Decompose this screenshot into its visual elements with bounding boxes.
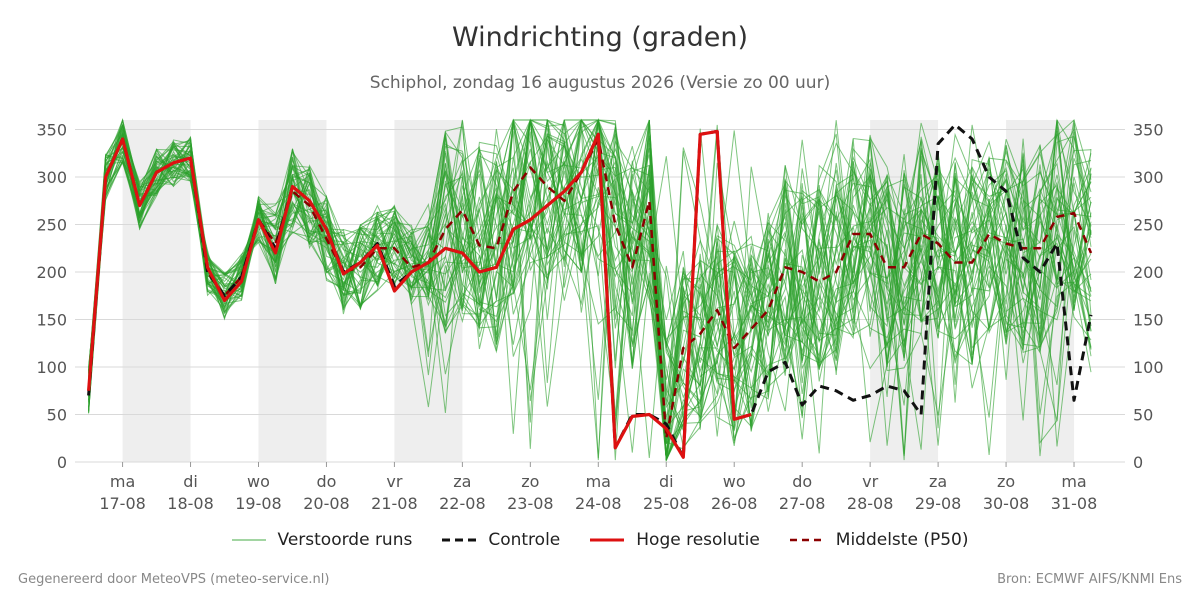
footer-generated-by: Gegenereerd door MeteoVPS (meteo-service… [18,572,330,587]
ensemble-run-line [88,119,1092,463]
x-tick-date: 28-08 [847,494,894,513]
footer-source: Bron: ECMWF AIFS/KNMI Ens [997,572,1182,587]
y-tick-label-right: 250 [1133,216,1164,235]
y-tick-label-left: 350 [36,121,67,140]
x-tick-day: wo [723,472,746,491]
legend-swatch-green [231,539,266,541]
y-tick-label-right: 300 [1133,168,1164,187]
y-tick-label-right: 150 [1133,311,1164,330]
x-tick-date: 18-08 [167,494,214,513]
x-tick-day: za [929,472,947,491]
legend-item-middelste: Middelste (P50) [789,530,969,550]
legend-item-hoge-resolutie: Hoge resolutie [590,530,760,550]
x-tick-day: ma [110,472,135,491]
x-tick-date: 30-08 [983,494,1030,513]
legend-label: Middelste (P50) [835,530,969,550]
y-tick-label-right: 50 [1133,406,1153,425]
x-tick-date: 27-08 [779,494,826,513]
legend-label: Hoge resolutie [636,530,760,550]
legend-swatch-darkred-dashed [789,538,824,542]
series-hoge-resolutie [87,129,752,459]
legend-swatch-black-dashed [442,538,477,542]
x-tick-day: di [659,472,674,491]
y-tick-label-right: 0 [1133,453,1143,472]
x-tick-day: di [183,472,198,491]
x-tick-date: 26-08 [711,494,758,513]
x-tick-date: 29-08 [915,494,962,513]
x-tick-day: ma [1061,472,1086,491]
y-tick-label-left: 250 [36,216,67,235]
x-tick-day: vr [862,472,878,491]
y-tick-label-right: 350 [1133,121,1164,140]
x-tick-day: zo [521,472,539,491]
x-tick-date: 22-08 [439,494,486,513]
x-tick-date: 25-08 [643,494,690,513]
legend-item-verstoorde-runs: Verstoorde runs [231,530,413,550]
x-tick-date: 23-08 [507,494,554,513]
x-tick-date: 20-08 [303,494,350,513]
shaded-day-band [258,120,327,462]
legend-label: Verstoorde runs [277,530,413,550]
legend-item-controle: Controle [442,530,560,550]
ensemble-run-line [88,137,1092,448]
main-series [87,123,1093,459]
y-tick-label-left: 300 [36,168,67,187]
x-tick-day: do [316,472,336,491]
y-tick-label-right: 100 [1133,358,1164,377]
x-tick-day: za [453,472,471,491]
ensemble-runs [88,118,1092,463]
legend-swatch-red [590,538,625,542]
x-tick-date: 31-08 [1051,494,1098,513]
x-tick-day: ma [586,472,611,491]
y-tick-label-left: 100 [36,358,67,377]
x-tick-day: do [792,472,812,491]
chart-subtitle: Schiphol, zondag 16 augustus 2026 (Versi… [369,73,831,93]
y-tick-label-right: 200 [1133,263,1164,282]
axes: 0 0 50 50 100 100 150 150 200 200 250 250 300 300 350 3… [36,121,1163,514]
x-tick-day: zo [997,472,1015,491]
legend-label: Controle [488,530,561,550]
ensemble-run-line [88,119,1092,418]
chart-title: Windrichting (graden) [451,22,749,53]
x-tick-day: wo [247,472,270,491]
x-tick-date: 24-08 [575,494,622,513]
y-tick-label-left: 150 [36,311,67,330]
ensemble-run-line [88,134,1092,461]
y-tick-label-left: 0 [57,453,67,472]
x-tick-date: 19-08 [235,494,282,513]
x-tick-date: 21-08 [371,494,418,513]
x-tick-day: vr [386,472,402,491]
legend: Verstoorde runs Controle Hoge resolutie … [0,530,1200,550]
x-tick-date: 17-08 [99,494,146,513]
y-tick-label-left: 50 [47,406,67,425]
ensemble-run-line [88,118,1092,461]
y-tick-label-left: 200 [36,263,67,282]
